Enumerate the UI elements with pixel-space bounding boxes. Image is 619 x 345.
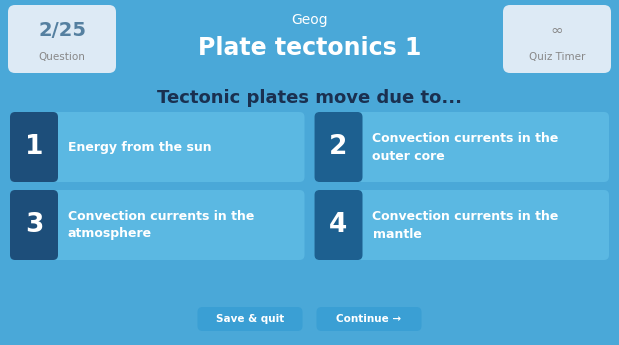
Text: 4: 4 [329,212,348,238]
Text: 3: 3 [25,212,43,238]
FancyBboxPatch shape [8,5,116,73]
Text: ∞: ∞ [551,23,563,38]
FancyBboxPatch shape [10,112,58,182]
FancyBboxPatch shape [10,190,305,260]
Text: Tectonic plates move due to...: Tectonic plates move due to... [157,89,462,107]
FancyBboxPatch shape [10,190,58,260]
Text: Plate tectonics 1: Plate tectonics 1 [198,36,421,60]
FancyBboxPatch shape [314,190,609,260]
Text: Convection currents in the
atmosphere: Convection currents in the atmosphere [68,209,254,240]
Text: Save & quit: Save & quit [216,314,284,324]
FancyBboxPatch shape [316,307,422,331]
Text: Energy from the sun: Energy from the sun [68,140,212,154]
Text: Continue →: Continue → [337,314,402,324]
Text: Convection currents in the
outer core: Convection currents in the outer core [373,131,559,162]
Text: Convection currents in the
mantle: Convection currents in the mantle [373,209,559,240]
FancyBboxPatch shape [503,5,611,73]
Text: 1: 1 [25,134,43,160]
Text: Question: Question [38,52,85,62]
Text: Quiz Timer: Quiz Timer [529,52,585,62]
FancyBboxPatch shape [197,307,303,331]
Text: 2/25: 2/25 [38,21,86,40]
FancyBboxPatch shape [314,112,363,182]
Text: 2: 2 [329,134,348,160]
FancyBboxPatch shape [314,190,363,260]
FancyBboxPatch shape [314,112,609,182]
Text: Geog: Geog [291,13,328,27]
FancyBboxPatch shape [10,112,305,182]
